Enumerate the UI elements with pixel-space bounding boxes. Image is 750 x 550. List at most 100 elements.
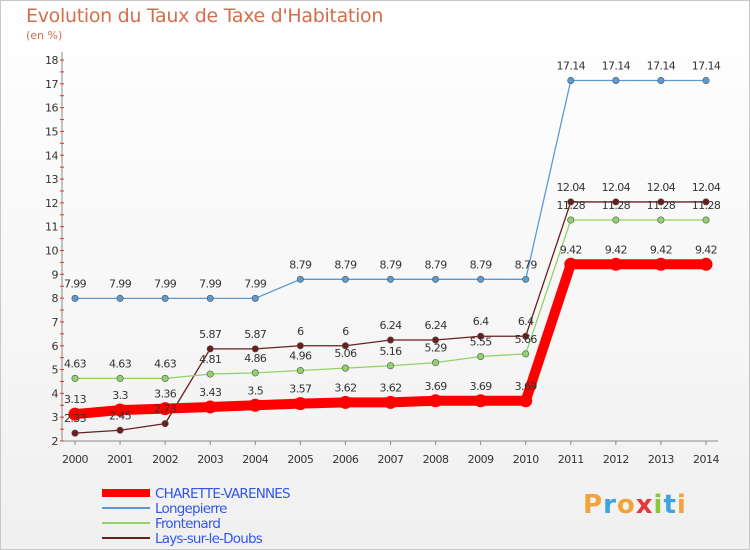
- data-label: 3.57: [289, 383, 312, 396]
- data-point: [116, 374, 124, 382]
- data-label: 4.63: [64, 357, 87, 370]
- data-point: [522, 332, 530, 340]
- data-point: [341, 275, 349, 283]
- legend-label: Lays-sur-le-Doubs: [155, 531, 263, 547]
- y-tick-label: 13: [45, 173, 58, 186]
- data-point: [429, 394, 443, 408]
- y-tick-label: 18: [45, 54, 58, 67]
- data-point: [158, 402, 172, 416]
- data-label: 2.45: [109, 409, 132, 422]
- data-label: 4.86: [244, 352, 267, 365]
- x-tick-label: 2001: [107, 453, 133, 466]
- data-point: [612, 216, 620, 224]
- data-label: 7.99: [244, 277, 267, 290]
- data-point: [71, 429, 79, 437]
- chart-title: Evolution du Taux de Taxe d'Habitation: [26, 5, 384, 27]
- data-point: [477, 332, 485, 340]
- x-tick-label: 2013: [648, 453, 674, 466]
- x-tick-label: 2014: [693, 453, 719, 466]
- data-point: [251, 369, 259, 377]
- y-tick-label: 10: [45, 245, 58, 258]
- x-tick-label: 2002: [152, 453, 178, 466]
- data-label: 5.87: [244, 328, 267, 341]
- data-label: 6.4: [473, 315, 489, 328]
- data-label: 2.73: [154, 403, 177, 416]
- data-label: 8.79: [515, 258, 538, 271]
- data-label: 6: [342, 325, 349, 338]
- data-point: [609, 257, 623, 271]
- axes: 2 3 4 5 6 7 8 9 10 11 12 13 14 15 16 17 18 2000 2001 2002 20…: [45, 52, 720, 466]
- data-label: 8.79: [334, 258, 357, 271]
- data-label: 5.87: [199, 328, 222, 341]
- data-label: 5.55: [470, 335, 493, 348]
- x-tick-label: 2011: [558, 453, 584, 466]
- data-label: 3.62: [334, 381, 356, 394]
- data-label: 8.79: [470, 258, 493, 271]
- data-label: 3.69: [515, 380, 538, 393]
- y-tick-label: 3: [52, 411, 59, 424]
- data-label: 6.24: [425, 319, 448, 332]
- series-lines: [68, 76, 713, 437]
- data-point: [702, 76, 710, 84]
- data-label: 2.33: [64, 412, 87, 425]
- data-point: [567, 216, 575, 224]
- data-point: [386, 275, 394, 283]
- x-tick-label: 2000: [62, 453, 88, 466]
- x-tick-label: 2004: [242, 453, 268, 466]
- data-label: 8.79: [379, 258, 402, 271]
- y-tick-label: 15: [45, 125, 58, 138]
- data-label: 17.14: [647, 59, 676, 72]
- data-point: [203, 400, 217, 414]
- y-tick-label: 6: [52, 340, 59, 353]
- data-label: 3.13: [64, 393, 87, 406]
- data-point: [113, 403, 127, 417]
- y-tick-label: 12: [45, 197, 58, 210]
- y-tick-label: 14: [45, 149, 58, 162]
- data-label: 17.14: [602, 59, 631, 72]
- data-point: [522, 350, 530, 358]
- y-tick-label: 9: [52, 268, 59, 281]
- data-point: [341, 364, 349, 372]
- x-tick-label: 2010: [513, 453, 539, 466]
- data-label: 7.99: [109, 277, 132, 290]
- data-point: [567, 76, 575, 84]
- y-tick-label: 4: [52, 387, 59, 400]
- data-point: [251, 294, 259, 302]
- data-point: [432, 336, 440, 344]
- data-point: [612, 198, 620, 206]
- data-point: [432, 359, 440, 367]
- data-label: 7.99: [199, 277, 222, 290]
- data-point: [519, 394, 533, 408]
- y-tick-label: 17: [45, 78, 58, 91]
- data-point: [296, 367, 304, 375]
- data-label: 3.36: [154, 388, 177, 401]
- x-tick-label: 2003: [197, 453, 223, 466]
- data-label: 8.79: [425, 258, 448, 271]
- data-point: [161, 374, 169, 382]
- x-tick-label: 2012: [603, 453, 629, 466]
- data-point: [657, 198, 665, 206]
- data-label: 12.04: [557, 181, 586, 194]
- data-point: [702, 198, 710, 206]
- data-point: [338, 395, 352, 409]
- data-label: 3.43: [199, 386, 222, 399]
- legend-label: Frontenard: [155, 516, 220, 532]
- data-label: 4.96: [289, 350, 312, 363]
- data-point: [161, 294, 169, 302]
- data-label: 7.99: [154, 277, 177, 290]
- data-label: 7.99: [64, 277, 87, 290]
- data-label: 17.14: [557, 59, 586, 72]
- x-tick-label: 2006: [332, 453, 358, 466]
- data-label: 9.42: [695, 243, 717, 256]
- y-tick-label: 5: [52, 364, 59, 377]
- data-label: 6.24: [379, 319, 402, 332]
- data-point: [116, 294, 124, 302]
- data-label: 12.04: [647, 181, 676, 194]
- x-tick-label: 2005: [287, 453, 313, 466]
- data-label: 12.04: [692, 181, 721, 194]
- data-point: [612, 76, 620, 84]
- data-point: [296, 275, 304, 283]
- data-point: [567, 198, 575, 206]
